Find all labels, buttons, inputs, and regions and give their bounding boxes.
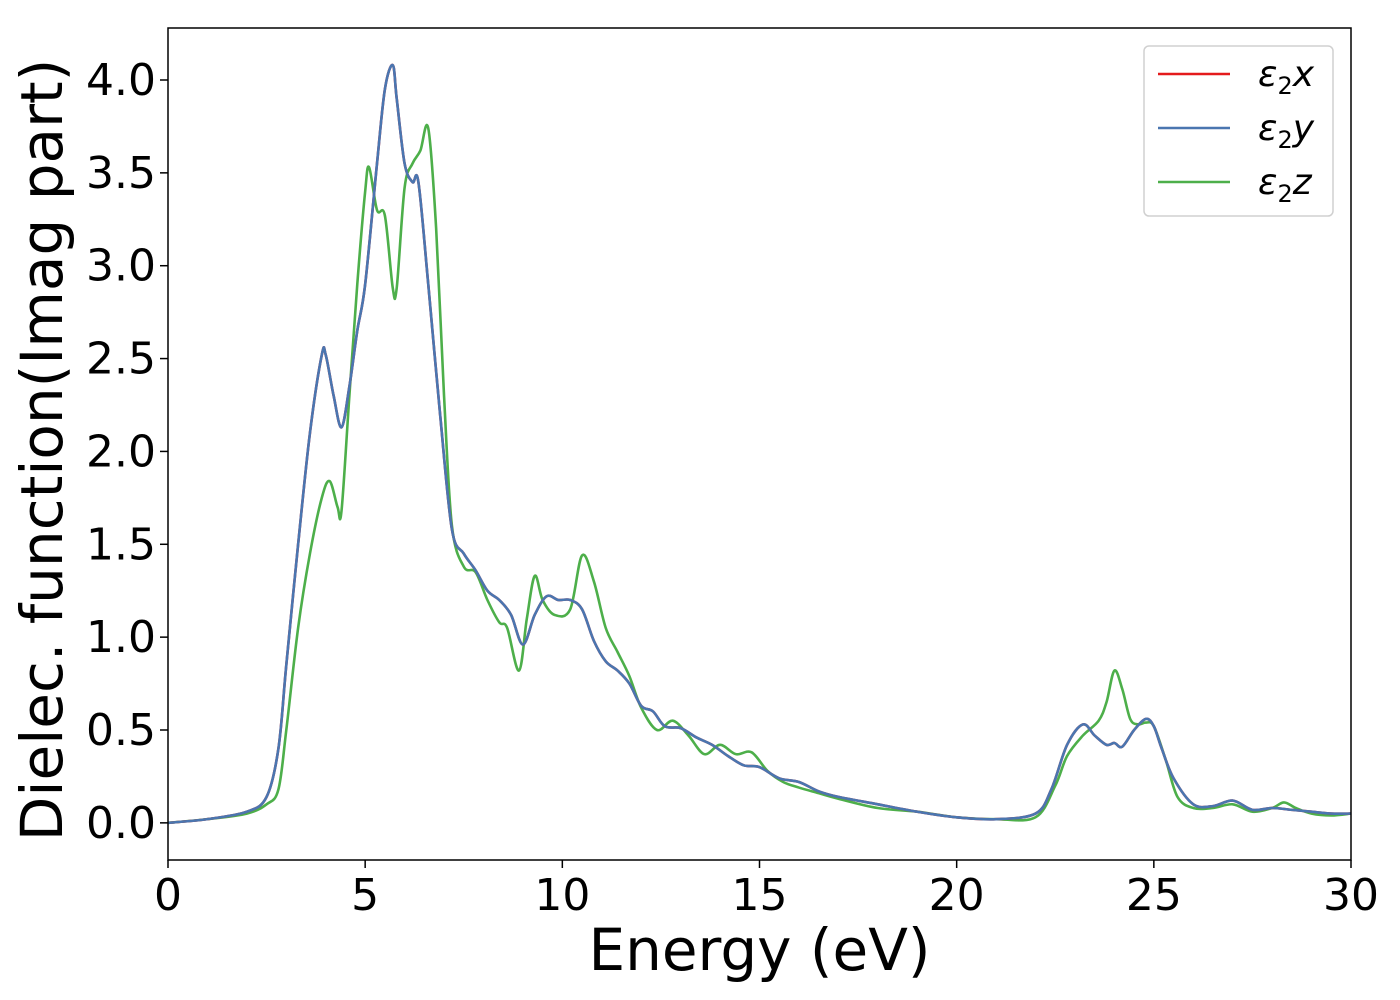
y-tick-label: 3.5 <box>86 148 156 199</box>
y-tick-label: 1.5 <box>86 519 156 570</box>
x-tick-label: 20 <box>929 870 985 921</box>
x-tick-label: 10 <box>534 870 590 921</box>
tick-layer: 0 5 10 15 20 25 30 0.0 0.5 1.0 1.5 2.0 2.5 3.0 3.5 4.0 <box>86 55 1379 921</box>
x-tick-label: 25 <box>1126 870 1182 921</box>
y-tick-label: 0.5 <box>86 705 156 756</box>
x-tick-label: 5 <box>351 870 379 921</box>
y-tick-label: 2.0 <box>86 426 156 477</box>
legend-box <box>1143 45 1334 217</box>
y-tick-label: 3.0 <box>86 241 156 292</box>
series-layer <box>168 63 1351 825</box>
x-tick-label: 0 <box>154 870 182 921</box>
y-axis-label: Dielec. function(Imag part) <box>8 59 76 842</box>
series-line-y <box>168 63 1351 825</box>
series-line-z <box>168 123 1351 825</box>
x-axis-label: Energy (eV) <box>588 916 930 984</box>
legend-label-x: ε2x <box>1258 54 1315 100</box>
legend-label-y: ε2y <box>1258 108 1315 154</box>
legend: ε2x ε2y ε2z <box>1143 45 1334 217</box>
legend-label-z: ε2z <box>1258 162 1313 208</box>
y-tick-label: 0.0 <box>86 798 156 849</box>
y-tick-label: 1.0 <box>86 612 156 663</box>
x-tick-label: 30 <box>1323 870 1379 921</box>
y-tick-label: 2.5 <box>86 334 156 385</box>
x-tick-label: 15 <box>732 870 788 921</box>
y-tick-label: 4.0 <box>86 55 156 106</box>
